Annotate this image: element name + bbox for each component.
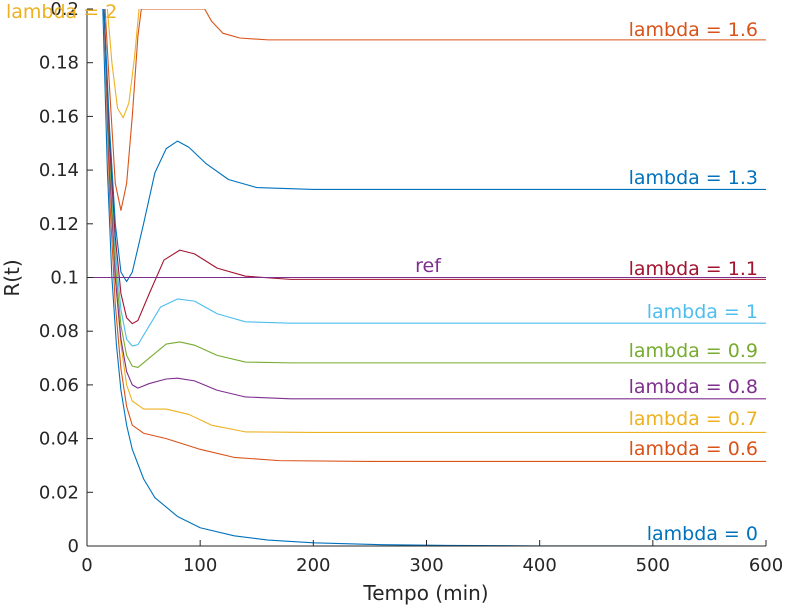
- x-axis-label: Tempo (min): [362, 581, 488, 605]
- series-line-lambda-1-6: [104, 9, 766, 211]
- x-tick-label: 100: [183, 555, 217, 576]
- y-tick-label: 0.16: [39, 106, 79, 127]
- series-line-lambda-1-3: [103, 9, 766, 283]
- curve-label-lambda-1: lambda = 1: [647, 301, 758, 323]
- y-tick-label: 0.06: [39, 375, 79, 396]
- series-line-lambda-0-9: [103, 9, 766, 368]
- curve-label-lambda-0-7: lambda = 0.7: [629, 408, 758, 430]
- series-line-lambda-0-6: [103, 9, 766, 462]
- y-tick-label: 0.08: [39, 321, 79, 342]
- series-line-lambda-0-8: [103, 9, 766, 400]
- curve-label-lambda-1-1: lambda = 1.1: [629, 258, 758, 280]
- y-tick-label: 0.2: [50, 0, 79, 20]
- y-tick-label: 0.14: [39, 160, 79, 181]
- y-tick-label: 0: [68, 536, 79, 557]
- x-tick-label: 0: [81, 555, 92, 576]
- curve-label-lambda-0: lambda = 0: [647, 523, 758, 545]
- y-tick-label: 0.02: [39, 482, 79, 503]
- curve-label-lambda-0-8: lambda = 0.8: [629, 376, 758, 398]
- y-tick-label: 0.18: [39, 53, 79, 74]
- series-layer: [87, 9, 766, 546]
- reference-label: ref: [415, 255, 442, 277]
- y-tick-label: 0.1: [50, 268, 79, 289]
- curve-label-lambda-1-3: lambda = 1.3: [629, 167, 758, 189]
- curve-label-lambda-1-6: lambda = 1.6: [629, 19, 758, 41]
- x-tick-label: 500: [636, 555, 670, 576]
- curve-label-lambda-0-6: lambda = 0.6: [629, 438, 758, 460]
- y-axis-label: R(t): [0, 259, 24, 296]
- series-line-lambda-1-1: [103, 9, 766, 325]
- series-line-lambda-2: [106, 9, 140, 119]
- curve-label-lambda-0-9: lambda = 0.9: [629, 340, 758, 362]
- y-tick-label: 0.04: [39, 429, 79, 450]
- y-tick-label: 0.12: [39, 214, 79, 235]
- x-tick-label: 200: [296, 555, 330, 576]
- x-tick-label: 300: [409, 555, 443, 576]
- x-tick-label: 400: [522, 555, 556, 576]
- curve-label-lambda-2: lambda = 2: [6, 1, 117, 23]
- curve-label-layer: lambda = 0 lambda = 0.6 lambda = 0.7 lambda…: [6, 1, 758, 545]
- series-line-lambda-1: [103, 9, 766, 347]
- x-tick-label: 600: [749, 555, 783, 576]
- series-line-lambda-0: [102, 9, 766, 546]
- axes-layer: 0 100 200 300 400 500 600 0 0.02 0.04 0.06 0.08 0.1 0…: [39, 0, 783, 576]
